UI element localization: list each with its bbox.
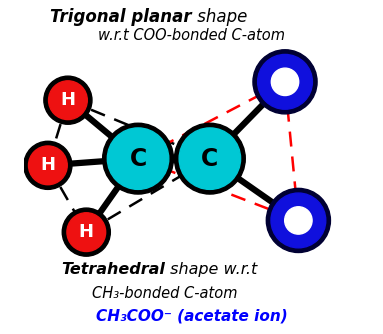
Circle shape xyxy=(175,123,245,194)
Circle shape xyxy=(24,141,72,189)
Circle shape xyxy=(44,76,92,124)
Text: shape w.r.t: shape w.r.t xyxy=(165,262,257,277)
Text: Tetrahedral: Tetrahedral xyxy=(61,262,165,277)
Text: O: O xyxy=(289,210,308,230)
Circle shape xyxy=(67,213,106,252)
Circle shape xyxy=(62,208,110,256)
Text: CH₃COO⁻ (acetate ion): CH₃COO⁻ (acetate ion) xyxy=(96,309,287,324)
Circle shape xyxy=(271,193,326,248)
Circle shape xyxy=(103,123,173,194)
Text: C: C xyxy=(129,147,147,171)
Text: shape: shape xyxy=(192,8,247,26)
Text: w.r.t COO-bonded C-atom: w.r.t COO-bonded C-atom xyxy=(98,28,285,43)
Text: O: O xyxy=(275,72,295,92)
Text: Trigonal planar: Trigonal planar xyxy=(50,8,192,26)
Circle shape xyxy=(179,128,241,189)
Circle shape xyxy=(107,128,169,189)
Circle shape xyxy=(258,54,313,109)
Text: H: H xyxy=(61,91,75,109)
Circle shape xyxy=(285,207,312,234)
Text: C: C xyxy=(201,147,218,171)
Circle shape xyxy=(271,68,299,96)
Text: H: H xyxy=(40,156,56,174)
Circle shape xyxy=(49,81,87,120)
Text: H: H xyxy=(79,223,94,241)
Circle shape xyxy=(28,146,67,185)
Text: CH₃-bonded C-atom: CH₃-bonded C-atom xyxy=(92,286,237,301)
Circle shape xyxy=(253,50,317,114)
Circle shape xyxy=(266,188,331,253)
